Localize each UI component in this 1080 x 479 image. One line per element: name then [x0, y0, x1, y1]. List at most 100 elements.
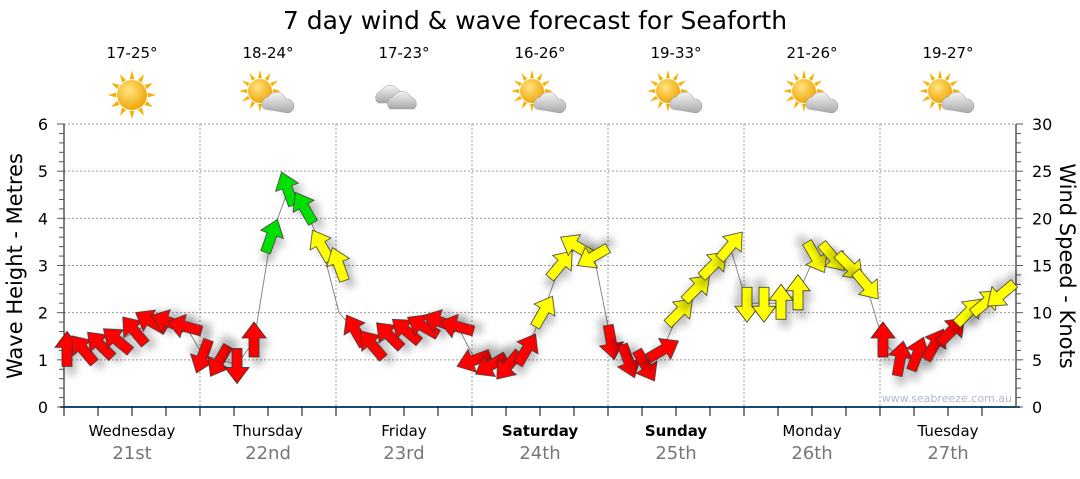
sun-ray: [929, 72, 936, 81]
sun-disc: [117, 80, 147, 110]
sun-ray: [530, 103, 534, 112]
wind-arrow: [275, 171, 300, 208]
sun-ray: [249, 101, 256, 110]
cloud-shape: [805, 91, 839, 114]
sun-ray: [647, 89, 656, 93]
x-day-label: Sunday: [645, 422, 708, 440]
sun-ray: [944, 72, 951, 81]
wind-arrow: [241, 321, 267, 358]
wind-arrow: [102, 328, 135, 356]
sun-ray: [793, 72, 800, 81]
sun-ray: [137, 107, 144, 116]
sun-ray: [513, 95, 522, 102]
sun-ray: [950, 80, 959, 87]
sun-ray: [521, 101, 528, 110]
partly-cloudy-icon: [783, 70, 839, 114]
y-tick-label: 4: [38, 209, 48, 228]
wind-arrow: [259, 218, 284, 255]
wind-arrow: [224, 348, 250, 385]
partly-cloudy-icon: [919, 70, 975, 114]
y2-tick-label: 5: [1032, 351, 1042, 370]
sunny-icon: [108, 71, 156, 119]
sun-ray: [120, 74, 127, 83]
x-day-label: Thursday: [232, 422, 303, 440]
temperature-range: 17-23°: [378, 44, 429, 62]
sun-ray: [785, 80, 794, 87]
wind-arrow: [734, 286, 760, 323]
wind-arrow: [456, 348, 493, 373]
x-date-label: 23rd: [383, 443, 424, 464]
wind-arrow: [645, 338, 680, 364]
x-date-label: 24th: [519, 443, 560, 464]
sun-ray: [144, 100, 153, 107]
sun-ray: [258, 103, 262, 112]
sun-ray: [137, 74, 144, 83]
temperature-range: 21-26°: [786, 44, 837, 62]
y-tick-label: 0: [38, 398, 48, 417]
wind-arrow: [545, 250, 573, 282]
y2-tick-label: 25: [1032, 162, 1052, 181]
sun-ray: [144, 83, 153, 90]
sun-disc: [656, 79, 680, 103]
x-date-label: 22nd: [245, 443, 291, 464]
y-tick-label: 3: [38, 257, 48, 276]
wind-arrow: [751, 286, 777, 323]
wind-arrow: [576, 243, 611, 269]
sun-ray: [239, 89, 248, 93]
sun-ray: [241, 95, 250, 102]
sun-ray: [666, 103, 670, 112]
sun-ray: [919, 89, 928, 93]
x-day-label: Friday: [381, 422, 427, 440]
sun-ray: [921, 80, 930, 87]
sun-ray: [802, 70, 806, 79]
y-tick-label: 6: [38, 115, 48, 134]
sun-ray: [108, 92, 117, 98]
sun-ray: [544, 89, 553, 93]
x-day-label: Tuesday: [916, 422, 978, 440]
sun-ray: [793, 101, 800, 110]
wind-arrow: [663, 298, 693, 329]
sun-ray: [649, 95, 658, 102]
x-day-label: Monday: [782, 422, 841, 440]
wind-arrow: [768, 283, 794, 320]
sun-ray: [513, 80, 522, 87]
sun-ray: [147, 92, 156, 98]
sun-ray: [785, 95, 794, 102]
sun-ray: [530, 70, 534, 79]
cloud-shape: [387, 91, 417, 110]
sun-disc: [520, 79, 544, 103]
sun-ray: [241, 80, 250, 87]
sun-ray: [120, 107, 127, 116]
wind-arrow: [167, 313, 204, 339]
wind-arrow: [785, 274, 811, 311]
wind-arrow: [870, 321, 896, 358]
temperature-range: 16-26°: [514, 44, 565, 62]
sun-ray: [814, 80, 823, 87]
wind-arrow: [715, 231, 743, 263]
sun-ray: [808, 72, 815, 81]
temperature-range: 17-25°: [106, 44, 157, 62]
sun-ray: [783, 89, 792, 93]
sun-ray: [264, 72, 271, 81]
cloud-shape: [669, 91, 703, 114]
wind-arrow: [513, 333, 539, 368]
sun-disc: [248, 79, 272, 103]
wind-arrow: [292, 191, 318, 226]
sun-ray: [938, 70, 942, 79]
wind-arrow: [833, 250, 863, 280]
sun-ray: [521, 72, 528, 81]
y2-tick-label: 30: [1032, 115, 1052, 134]
partly-cloudy-icon: [239, 70, 295, 114]
wind-arrow: [326, 247, 351, 283]
sun-ray: [649, 80, 658, 87]
temperature-range: 18-24°: [242, 44, 293, 62]
temperature-range: 19-33°: [650, 44, 701, 62]
sun-ray: [816, 89, 825, 93]
y2-axis-label: Wind Speed - Knots: [1055, 163, 1079, 368]
sun-ray: [657, 72, 664, 81]
y2-tick-label: 0: [1032, 398, 1042, 417]
sun-ray: [111, 83, 120, 90]
x-date-label: 26th: [791, 443, 832, 464]
sun-ray: [249, 72, 256, 81]
